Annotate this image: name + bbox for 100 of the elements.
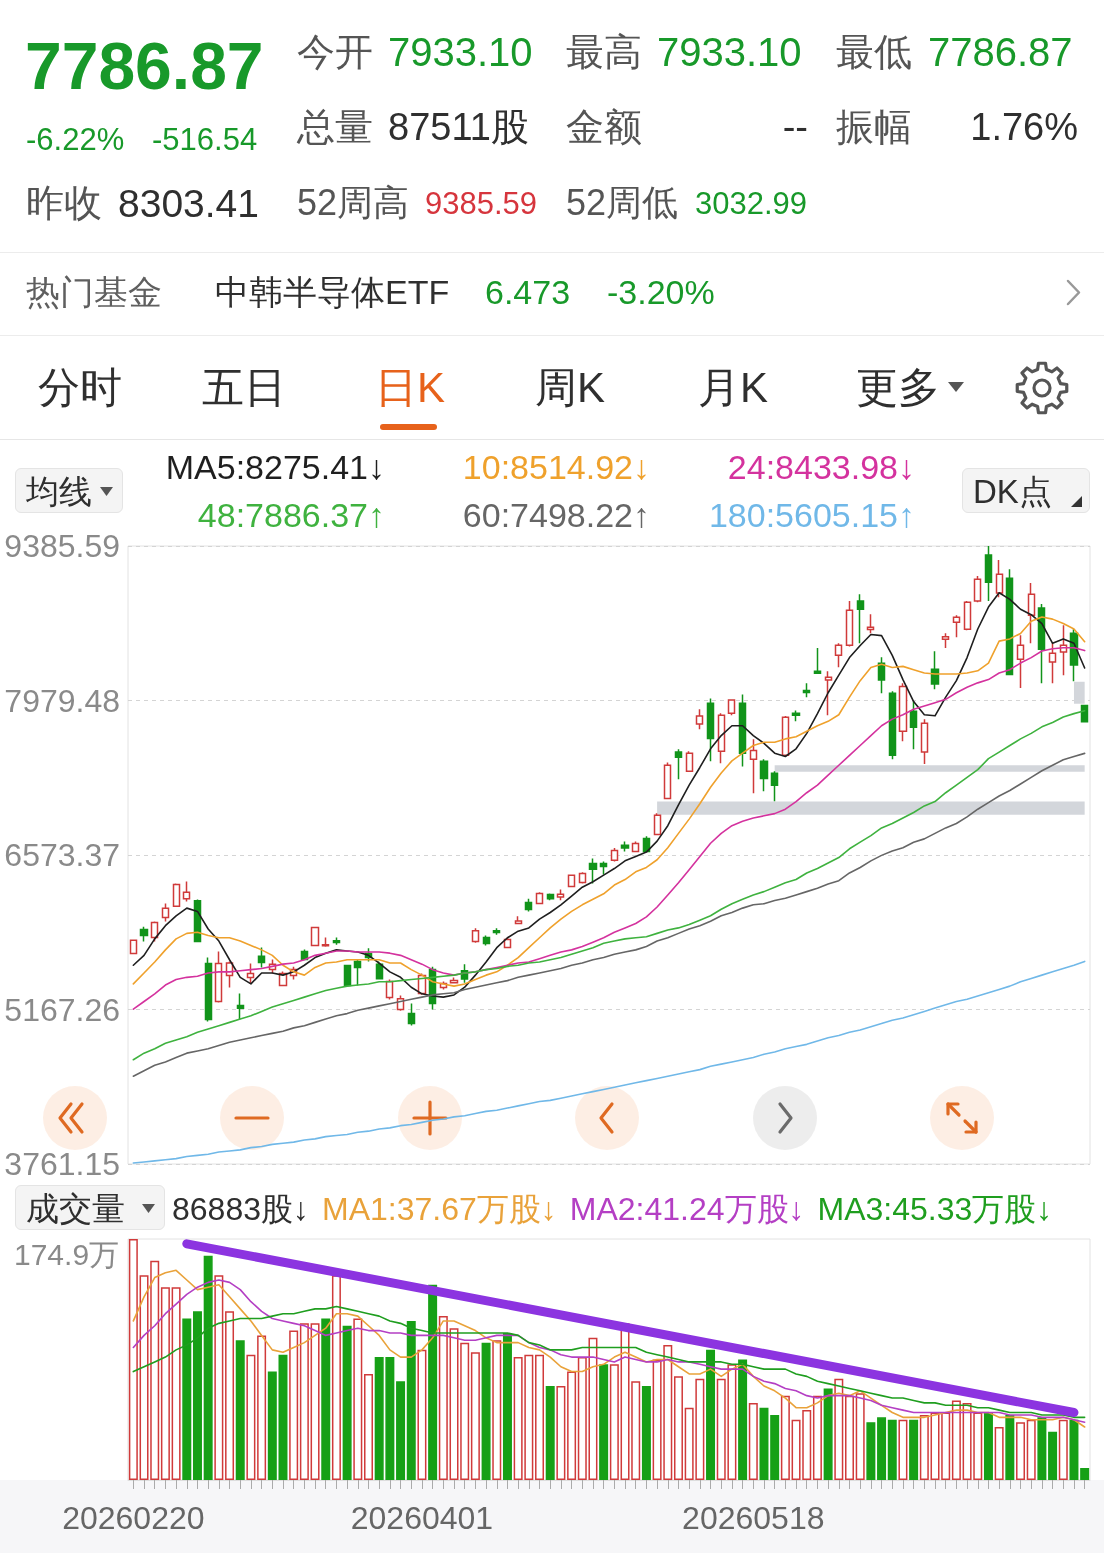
toggle-button: DK点	[962, 468, 1090, 513]
bar	[1048, 1431, 1058, 1480]
candlestick	[321, 936, 330, 948]
text: 7786.87	[25, 29, 264, 103]
candlestick	[770, 770, 779, 803]
candlestick	[856, 593, 865, 644]
text: 86883股↓	[172, 1190, 309, 1227]
candlestick	[674, 748, 683, 781]
text: 最高	[566, 31, 642, 73]
text: 52周高	[297, 182, 410, 223]
candlestick	[246, 962, 255, 985]
candlestick	[492, 927, 501, 936]
text: -516.54	[152, 121, 258, 157]
candlestick	[920, 718, 929, 765]
text: 3032.99	[695, 185, 808, 221]
bar	[321, 1318, 331, 1480]
candlestick	[995, 559, 1004, 598]
bar	[481, 1342, 491, 1480]
x-tick-label: 20260518	[682, 1500, 825, 1536]
text: 48:7886.37↑	[196, 495, 385, 536]
candlestick	[535, 891, 544, 906]
candlestick	[204, 956, 213, 1023]
text: 174.9万	[14, 1238, 120, 1271]
y-tick-label: 5167.26	[4, 991, 120, 1028]
candlestick	[353, 958, 362, 987]
text: 昨收	[26, 182, 102, 224]
candlestick	[941, 632, 950, 649]
bar	[983, 1412, 993, 1480]
text: MA3:45.33万股↓	[817, 1190, 1053, 1227]
candlestick	[236, 992, 245, 1021]
bar	[823, 1388, 833, 1480]
candlestick	[139, 925, 149, 943]
text: 8303.41	[118, 181, 259, 225]
x-tick-label: 20260401	[350, 1500, 494, 1536]
text: -6.22%	[26, 121, 125, 157]
bar	[641, 1386, 651, 1480]
candlestick	[663, 761, 672, 801]
candlestick	[706, 697, 715, 763]
candlestick	[685, 750, 694, 773]
text: 7933.10	[657, 30, 802, 74]
candlestick	[631, 840, 640, 853]
candlestick	[514, 915, 523, 926]
candlestick	[482, 934, 491, 947]
candlestick	[834, 642, 843, 668]
candlestick	[802, 682, 811, 699]
text: 最低	[836, 31, 912, 73]
text: 金额	[566, 106, 642, 148]
candlestick	[813, 647, 822, 675]
candlestick	[759, 758, 769, 793]
candlestick	[824, 670, 833, 717]
candlestick	[129, 939, 138, 956]
bar	[396, 1381, 406, 1480]
text: 180:5605.15↑	[707, 495, 915, 536]
y-tick-label: 7979.48	[4, 682, 120, 719]
dropdown-button: 均线	[15, 468, 123, 513]
text: 振幅	[836, 106, 912, 148]
bar	[1069, 1419, 1079, 1480]
candlestick	[1027, 582, 1036, 644]
candlestick	[653, 812, 662, 837]
candlestick	[332, 936, 341, 946]
candlestick	[845, 600, 854, 648]
candlestick	[984, 545, 993, 602]
dropdown-button: 成交量	[15, 1185, 165, 1230]
bar	[1037, 1417, 1047, 1480]
candlestick	[610, 847, 619, 863]
bar	[759, 1407, 769, 1480]
y-tick-label: 9385.59	[4, 528, 120, 564]
x-tick-label: 20260220	[62, 1500, 205, 1536]
candlestick	[172, 882, 181, 908]
text: 总量	[297, 106, 373, 148]
bar	[1080, 1467, 1090, 1480]
bar	[770, 1414, 780, 1480]
text: -3.20%	[607, 273, 715, 311]
bar	[887, 1419, 897, 1480]
candlestick	[524, 897, 533, 913]
candlestick	[620, 840, 630, 853]
text: 10:8514.92↓	[461, 447, 650, 488]
line-series	[132, 960, 1086, 1164]
candlestick	[973, 575, 982, 604]
text: MA1:37.67万股↓	[321, 1190, 557, 1227]
candlestick	[599, 860, 608, 876]
bar	[599, 1364, 609, 1480]
candlestick	[930, 650, 940, 690]
text: 月K	[698, 364, 769, 411]
line-series	[132, 752, 1086, 1078]
text: 中韩半导体ETF	[215, 273, 450, 311]
candlestick	[310, 926, 320, 947]
candlestick	[963, 600, 972, 632]
text: 日K	[375, 364, 446, 411]
text: 周K	[535, 364, 606, 411]
candlestick	[695, 708, 704, 730]
text: 分时	[38, 364, 122, 411]
candlestick	[407, 1002, 416, 1027]
candlestick	[877, 656, 886, 694]
text: 24:8433.98↓	[726, 447, 915, 488]
text: 7933.10	[388, 30, 533, 74]
text: 9385.59	[425, 185, 538, 221]
text: 52周低	[566, 182, 679, 223]
candlestick	[727, 698, 736, 717]
bar	[545, 1386, 555, 1480]
